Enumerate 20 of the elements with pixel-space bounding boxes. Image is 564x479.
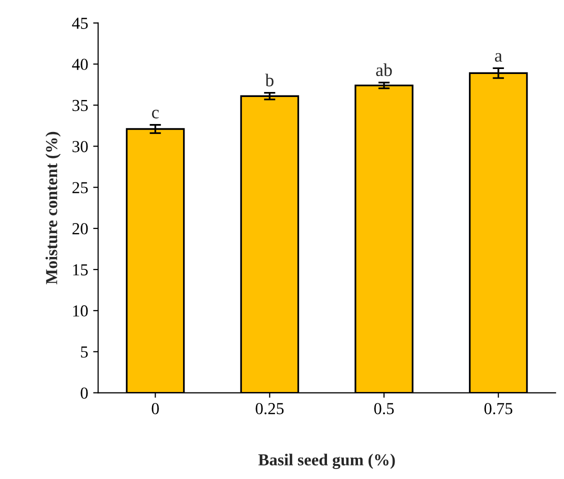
y-tick-label: 20	[72, 223, 88, 234]
annotation: ab	[376, 63, 392, 76]
y-tick-label: 25	[72, 182, 88, 194]
x-tick-label: 0	[152, 402, 159, 414]
x-axis-title: Basil seed gum (%)	[258, 454, 395, 469]
y-tick-label: 30	[72, 140, 88, 152]
y-tick-label: 40	[72, 58, 88, 70]
y-tick-label: 5	[81, 346, 88, 358]
x-tick-label: 0.5	[374, 402, 394, 414]
x-tick-label: 0.75	[484, 402, 512, 414]
x-tick-label: 0.25	[256, 402, 284, 414]
annotation: a	[494, 53, 502, 62]
y-tick-label: 35	[72, 100, 88, 112]
y-tick-label: 10	[73, 305, 88, 317]
y-axis-title: Moisture content (%)	[46, 132, 61, 284]
y-tick-label: 15	[73, 264, 88, 276]
y-tick-label: 0	[80, 387, 88, 399]
y-tick-label: 45	[72, 18, 88, 29]
annotation: b	[265, 74, 274, 86]
annotation: c	[152, 110, 159, 118]
